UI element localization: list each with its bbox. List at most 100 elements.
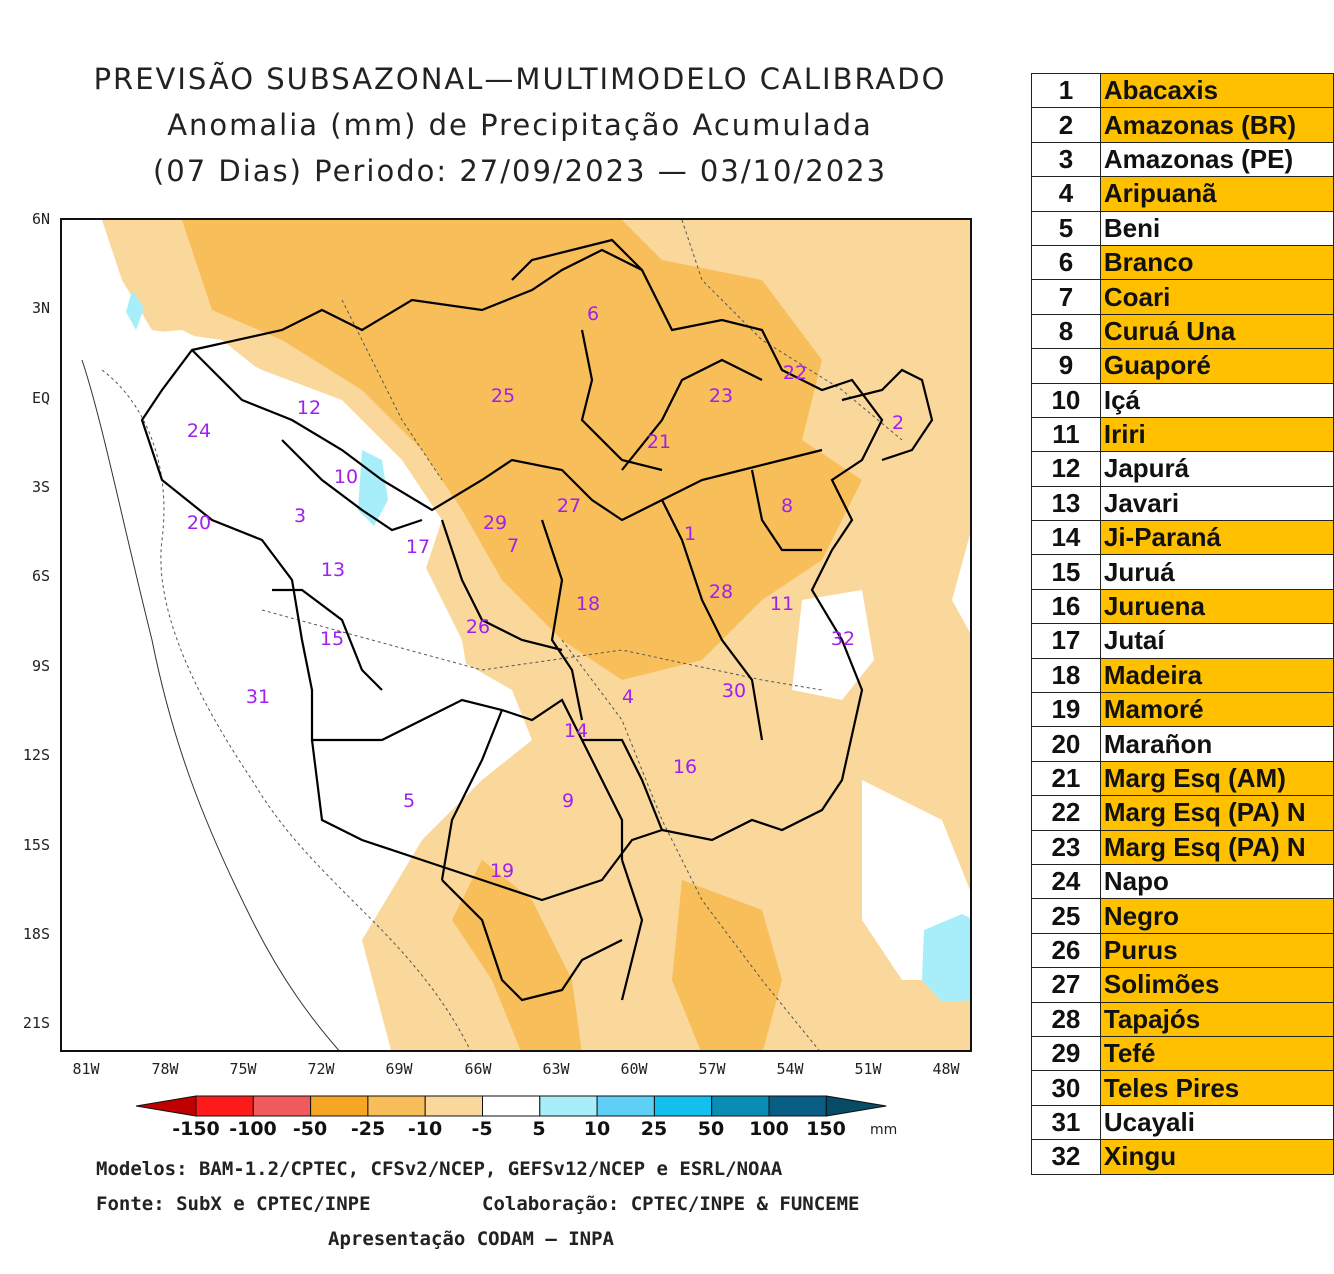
legend-row: 25 Negro: [1031, 898, 1334, 934]
legend-number: 18: [1031, 657, 1101, 694]
legend-basin-name: Xingu: [1099, 1139, 1334, 1175]
legend-basin-name: Branco: [1099, 244, 1334, 281]
basin-label-27: 27: [556, 495, 582, 517]
legend-basin-name: Içá: [1099, 382, 1334, 418]
credit-presentation: Apresentação CODAM — INPA: [328, 1228, 614, 1250]
legend-row: 30 Teles Pires: [1031, 1070, 1334, 1106]
legend-basin-name: Purus: [1099, 932, 1334, 969]
colorbar-label: -5: [471, 1118, 493, 1140]
colorbar-swatch: [539, 1095, 598, 1117]
legend-number: 12: [1031, 451, 1101, 487]
basin-label-31: 31: [245, 686, 271, 708]
coastline: [81, 359, 340, 1050]
legend-row: 12 Japurá: [1031, 451, 1334, 487]
legend-number: 3: [1031, 141, 1101, 178]
basin-label-19: 19: [489, 860, 515, 882]
basin-label-14: 14: [563, 720, 589, 742]
political-border: [101, 369, 471, 1050]
basin-label-11: 11: [769, 593, 795, 615]
basin-label-6: 6: [586, 303, 600, 325]
lon-label: 78W: [151, 1060, 179, 1078]
legend-basin-name: Solimões: [1099, 967, 1334, 1003]
legend-number: 9: [1031, 348, 1101, 384]
legend-row: 2 Amazonas (BR): [1031, 107, 1334, 143]
legend-basin-name: Aripuanã: [1099, 176, 1334, 212]
legend-row: 5 Beni: [1031, 210, 1334, 246]
map-subtitle: Anomalia (mm) de Precipitação Acumulada: [167, 108, 873, 142]
colorbar-label: 10: [583, 1118, 611, 1140]
dry-anomaly-mid-area: [672, 880, 782, 1050]
lon-label: 66W: [464, 1060, 492, 1078]
basin-boundary: [540, 519, 584, 721]
colorbar-label: -25: [350, 1118, 386, 1140]
colorbar-label: 50: [697, 1118, 725, 1140]
legend-row: 10 Içá: [1031, 382, 1334, 418]
lon-label: 48W: [932, 1060, 960, 1078]
legend-number: 13: [1031, 485, 1101, 522]
colorbar-label: 5: [532, 1118, 546, 1140]
basin-boundary: [140, 248, 884, 842]
lat-label: 15S: [22, 836, 50, 854]
basin-boundary: [440, 709, 504, 881]
legend-row: 14 Ji-Paraná: [1031, 520, 1334, 556]
basin-label-24: 24: [186, 420, 212, 442]
wet-anomaly-area: [358, 450, 388, 526]
basin-label-7: 7: [506, 535, 520, 557]
legend-number: 29: [1031, 1035, 1101, 1072]
legend-basin-name: Curuá Una: [1099, 313, 1334, 350]
legend-row: 23 Marg Esq (PA) N: [1031, 829, 1334, 865]
legend-row: 11 Iriri: [1031, 416, 1334, 453]
legend-row: 20 Marañon: [1031, 726, 1334, 762]
legend-row: 29 Tefé: [1031, 1035, 1334, 1072]
lat-label: 12S: [22, 746, 50, 764]
legend-row: 31 Ucayali: [1031, 1104, 1334, 1141]
legend-number: 11: [1031, 416, 1101, 453]
lat-label: 3N: [31, 299, 50, 317]
lon-label: 51W: [854, 1060, 882, 1078]
legend-row: 32 Xingu: [1031, 1139, 1334, 1175]
near-normal-area: [362, 650, 532, 860]
basin-label-16: 16: [672, 756, 698, 778]
credit-source: Fonte: SubX e CPTEC/INPE: [96, 1193, 371, 1215]
basin-legend-table: 1 Abacaxis 2 Amazonas (BR) 3 Amazonas (PE) 4 Ar…: [1031, 72, 1334, 1175]
basin-label-5: 5: [402, 790, 416, 812]
basin-boundary: [272, 588, 383, 691]
legend-number: 28: [1031, 1001, 1101, 1037]
basin-boundary: [440, 519, 563, 652]
legend-number: 6: [1031, 244, 1101, 281]
lon-label: 54W: [776, 1060, 804, 1078]
legend-basin-name: Abacaxis: [1099, 72, 1334, 109]
legend-basin-name: Ucayali: [1099, 1104, 1334, 1141]
legend-basin-name: Javari: [1099, 485, 1334, 522]
basin-label-9: 9: [561, 790, 575, 812]
legend-number: 31: [1031, 1104, 1101, 1141]
basin-boundary: [511, 238, 643, 281]
legend-row: 1 Abacaxis: [1031, 72, 1334, 109]
legend-basin-name: Amazonas (PE): [1099, 141, 1334, 178]
lat-label: 3S: [31, 478, 50, 496]
legend-row: 28 Tapajós: [1031, 1001, 1334, 1037]
legend-number: 1: [1031, 72, 1101, 109]
colorbar-swatch: [367, 1095, 426, 1117]
basin-label-29: 29: [482, 512, 508, 534]
colorbar-swatch: [310, 1095, 369, 1117]
basin-label-2: 2: [891, 412, 905, 434]
legend-row: 19 Mamoré: [1031, 692, 1334, 728]
basin-boundary: [191, 349, 823, 522]
lat-label: 9S: [31, 657, 50, 675]
legend-row: 16 Juruena: [1031, 588, 1334, 625]
basin-label-15: 15: [319, 628, 345, 650]
basin-label-25: 25: [490, 385, 516, 407]
legend-basin-name: Marg Esq (AM): [1099, 760, 1334, 797]
basin-label-26: 26: [465, 616, 491, 638]
basin-label-32: 32: [830, 628, 856, 650]
legend-basin-name: Ji-Paraná: [1099, 520, 1334, 556]
map-period: (07 Dias) Periodo: 27/09/2023 — 03/10/20…: [152, 154, 888, 188]
colorbar-swatch: [424, 1095, 484, 1117]
political-border: [561, 639, 820, 1050]
basin-boundary: [281, 439, 423, 532]
colorbar-right-arrow: [825, 1095, 887, 1117]
legend-basin-name: Tapajós: [1099, 1001, 1334, 1037]
lat-label: 6S: [31, 567, 50, 585]
legend-basin-name: Juruena: [1099, 588, 1334, 625]
